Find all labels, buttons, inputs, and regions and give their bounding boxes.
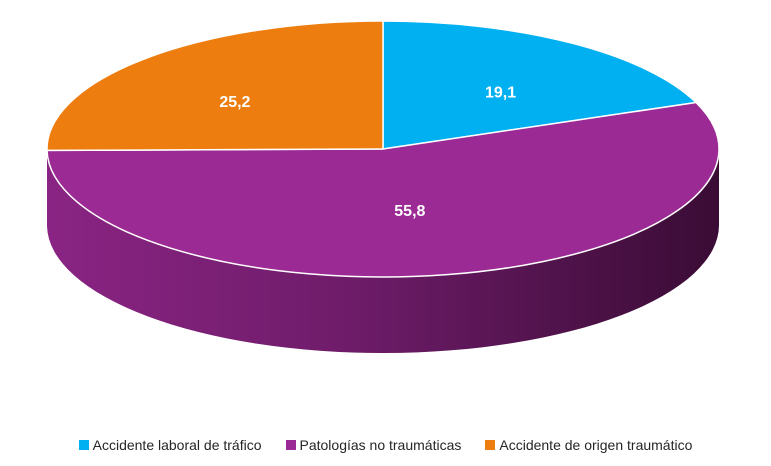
- legend-item-accidente-laboral-trafico: Accidente laboral de tráfico: [78, 437, 262, 453]
- legend-item-accidente-origen-traumatico: Accidente de origen traumático: [485, 437, 692, 453]
- chart-legend: Accidente laboral de tráfico Patologías …: [0, 437, 771, 453]
- pie-label-layer: 19,1 55,8 25,2: [219, 84, 516, 219]
- data-label-accidente-de-origen-traumatico: 25,2: [219, 94, 250, 111]
- pie-top-layer: [46, 20, 720, 278]
- data-label-accidente-laboral-de-trafico: 19,1: [485, 84, 516, 101]
- legend-label-accidente-laboral-trafico: Accidente laboral de tráfico: [92, 437, 262, 453]
- pie-slice-accidente-de-origen-traumatico: [46, 20, 384, 152]
- pie-side-layer: [47, 149, 720, 353]
- legend-label-accidente-origen-traumatico: Accidente de origen traumático: [499, 437, 693, 453]
- data-label-patologias-no-traumaticas: 55,8: [394, 203, 425, 220]
- legend-swatch-accidente-origen-traumatico: [485, 440, 496, 450]
- pie-slice-accidente-laboral-de-trafico: [382, 20, 697, 150]
- legend-swatch-accidente-laboral-trafico: [78, 440, 89, 450]
- legend-swatch-patologias-no-traumaticas: [285, 440, 296, 450]
- legend-label-patologias-no-traumaticas: Patologías no traumáticas: [299, 437, 462, 453]
- pie-side-patologias-no-traumaticas: [47, 149, 720, 353]
- pie-slice-patologias-no-traumaticas: [46, 101, 720, 278]
- legend-item-patologias-no-traumaticas: Patologías no traumáticas: [285, 437, 462, 453]
